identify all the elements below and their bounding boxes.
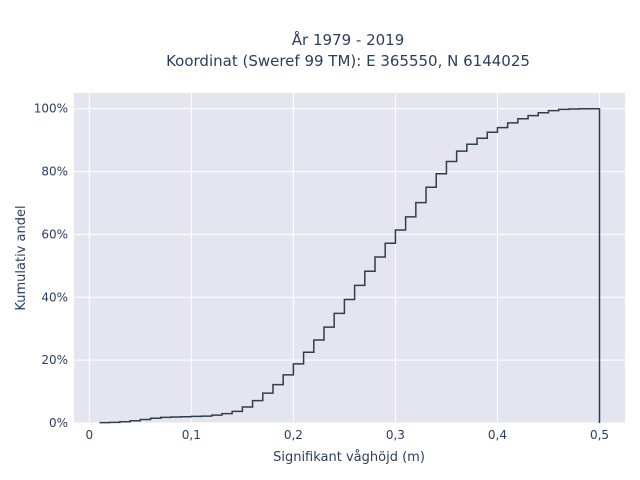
x-tick-label: 0,3 (386, 428, 405, 442)
y-tick-label: 80% (41, 165, 68, 179)
y-tick-label: 40% (41, 290, 68, 304)
x-tick-label: 0,2 (284, 428, 303, 442)
x-tick-label: 0,4 (488, 428, 507, 442)
x-tick-label: 0,5 (590, 428, 609, 442)
y-tick-label: 0% (49, 416, 68, 430)
x-tick-label: 0,1 (182, 428, 201, 442)
cumulative-step-line (99, 107, 601, 424)
chart-title-line-2: Koordinat (Sweref 99 TM): E 365550, N 61… (166, 52, 530, 70)
x-axis-title: Signifikant våghöjd (m) (273, 450, 425, 465)
chart-title-line-1: År 1979 - 2019 (292, 30, 405, 49)
series-layer (99, 107, 601, 424)
y-tick-label: 60% (41, 227, 68, 241)
y-tick-label: 20% (41, 353, 68, 367)
y-axis-title: Kumulativ andel (14, 205, 29, 310)
y-tick-label: 100% (34, 102, 68, 116)
x-tick-label: 0 (85, 428, 93, 442)
x-tick-labels: 0 0,1 0,2 0,3 0,4 0,5 (85, 428, 609, 442)
y-tick-labels: 0% 20% 40% 60% 80% 100% (34, 102, 68, 430)
plot-background (74, 93, 625, 423)
